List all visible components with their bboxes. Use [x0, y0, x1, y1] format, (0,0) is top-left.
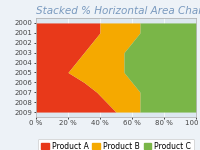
Text: Stacked % Horizontal Area Chart: Stacked % Horizontal Area Chart: [36, 6, 200, 16]
Legend: Product A, Product B, Product C: Product A, Product B, Product C: [38, 139, 194, 150]
